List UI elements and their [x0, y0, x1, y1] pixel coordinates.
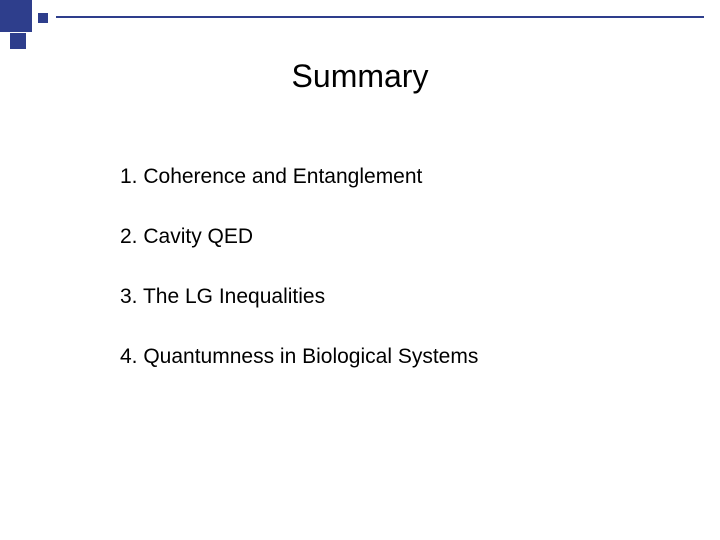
outline-list: 1. Coherence and Entanglement 2. Cavity …	[120, 165, 640, 405]
slide: Summary 1. Coherence and Entanglement 2.…	[0, 0, 720, 540]
list-item: 1. Coherence and Entanglement	[120, 165, 640, 189]
list-item: 2. Cavity QED	[120, 225, 640, 249]
horizontal-rule	[56, 16, 704, 18]
list-item: 4. Quantumness in Biological Systems	[120, 345, 640, 369]
square-icon-large	[0, 0, 32, 32]
square-icon-small	[38, 13, 48, 23]
slide-title: Summary	[0, 58, 720, 95]
list-item: 3. The LG Inequalities	[120, 285, 640, 309]
square-icon-medium	[10, 33, 26, 49]
